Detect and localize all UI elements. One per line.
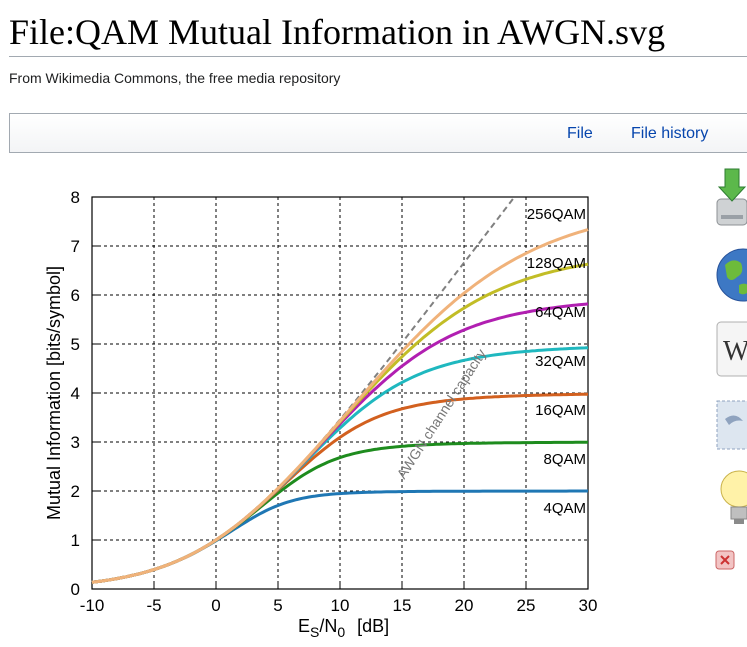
series-line-256qam	[91, 228, 589, 584]
mutual-information-chart: -10 -5 0 5 10 15 20 25 30 0 1 2 3 4 5 6 7 8 4QAM 8QAM 16QAM…	[44, 188, 598, 640]
download-icon[interactable]	[715, 165, 747, 231]
series-labels: 4QAM 8QAM 16QAM 32QAM 64QAM 128QAM 256QAM	[527, 206, 586, 517]
x-axis-label-e: E	[298, 616, 310, 636]
y-tick-label: 6	[71, 286, 80, 305]
series-label-8qam: 8QAM	[543, 451, 586, 468]
x-axis-label-slash-n: /N	[319, 616, 337, 636]
title-divider	[9, 56, 747, 57]
x-axis-label-unit: [dB]	[357, 616, 389, 636]
x-tick-label: 30	[579, 596, 598, 615]
x-tick-label: 5	[273, 596, 282, 615]
series-label-32qam: 32QAM	[535, 353, 586, 370]
y-axis-label: Mutual Information [bits/symbol]	[44, 266, 64, 520]
lightbulb-icon[interactable]	[715, 467, 747, 529]
tab-file-history[interactable]: File history	[631, 125, 709, 142]
series-label-16qam: 16QAM	[535, 402, 586, 419]
x-tick-label: 0	[211, 596, 220, 615]
page-title: File:QAM Mutual Information in AWGN.svg	[9, 12, 666, 52]
postcard-icon[interactable]	[715, 397, 747, 455]
series-lines	[91, 197, 589, 584]
wikipedia-icon[interactable]: W	[715, 320, 747, 380]
y-tick-label: 8	[71, 188, 80, 207]
tab-file[interactable]: File	[567, 125, 593, 142]
series-label-128qam: 128QAM	[527, 255, 586, 272]
x-tick-label: -10	[80, 596, 105, 615]
series-label-256qam: 256QAM	[527, 206, 586, 223]
series-label-64qam: 64QAM	[535, 304, 586, 321]
x-tick-label: 20	[455, 596, 474, 615]
y-tick-label: 1	[71, 531, 80, 550]
y-tick-label: 5	[71, 335, 80, 354]
y-tick-label: 4	[71, 384, 80, 403]
x-axis-label-sub-0: 0	[337, 624, 345, 640]
x-tick-label: 15	[393, 596, 412, 615]
grid	[92, 197, 588, 589]
close-icon[interactable]	[715, 549, 747, 573]
svg-text:W: W	[723, 336, 747, 367]
x-axis-label: ES/N0 [dB]	[298, 616, 389, 640]
x-tick-label: 10	[331, 596, 350, 615]
x-axis-label-sub-s: S	[310, 624, 319, 640]
y-tick-label: 3	[71, 433, 80, 452]
globe-icon[interactable]	[715, 247, 747, 303]
y-tick-label: 7	[71, 237, 80, 256]
x-tick-label: 25	[517, 596, 536, 615]
y-tick-label: 0	[71, 580, 80, 599]
file-tab-bar: File File history	[9, 113, 747, 153]
axis-ticks: -10 -5 0 5 10 15 20 25 30 0 1 2 3 4 5 6 7 8	[71, 188, 598, 615]
page-subtitle: From Wikimedia Commons, the free media r…	[9, 70, 341, 86]
series-label-4qam: 4QAM	[543, 500, 586, 517]
y-tick-label: 2	[71, 482, 80, 501]
x-tick-label: -5	[146, 596, 161, 615]
